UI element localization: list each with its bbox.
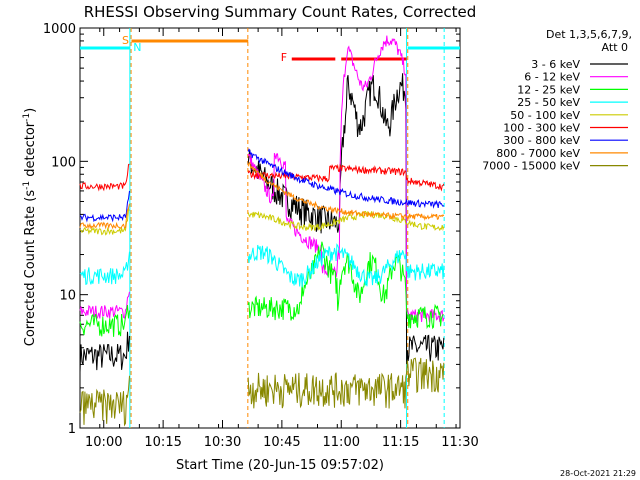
legend-label: 7000 - 15000 keV bbox=[482, 160, 580, 173]
plot-area: 10:00 10:15 10:30 10:45 11:00 11:15 11:30 1 10 10… bbox=[43, 22, 479, 450]
series-line-segment1 bbox=[79, 304, 130, 337]
series-line-segment1 bbox=[79, 208, 130, 236]
x-tick-label: 11:30 bbox=[441, 435, 478, 450]
series-line-segment2 bbox=[247, 241, 444, 330]
x-tick-label: 10:45 bbox=[263, 435, 300, 450]
series-line-segment2 bbox=[247, 210, 445, 232]
series-line-segment2 bbox=[247, 161, 445, 221]
legend-label: 6 - 12 keV bbox=[524, 71, 580, 84]
annotation-n: N bbox=[133, 41, 141, 54]
y-label-mid: detector bbox=[23, 121, 38, 181]
legend-label: 800 - 7000 keV bbox=[496, 147, 580, 160]
y-tick-label: 1000 bbox=[43, 22, 76, 37]
series-line-segment2 bbox=[247, 148, 445, 209]
plot-frame bbox=[79, 27, 461, 429]
x-tick-label: 11:00 bbox=[323, 435, 360, 450]
legend-label: 25 - 50 keV bbox=[517, 96, 580, 109]
series-line-segment1 bbox=[79, 190, 130, 223]
legend-header-line-1: Det 1,3,5,6,7,9, bbox=[546, 28, 632, 41]
y-tick-label: 100 bbox=[51, 155, 76, 170]
series-line-segment1 bbox=[79, 331, 130, 373]
x-axis-label: Start Time (20-Jun-15 09:57:02) bbox=[176, 458, 384, 473]
y-label-main: Corrected Count Rate (s bbox=[23, 190, 38, 347]
y-label-sup2: -1 bbox=[22, 113, 32, 122]
legend-label: 100 - 300 keV bbox=[503, 122, 580, 135]
y-label-sup1: -1 bbox=[22, 181, 32, 190]
chart-title: RHESSI Observing Summary Count Rates, Co… bbox=[84, 3, 477, 21]
legend-label: 300 - 800 keV bbox=[503, 134, 580, 147]
x-tick-label: 10:00 bbox=[85, 435, 122, 450]
series-line-segment2 bbox=[247, 35, 445, 323]
legend-label: 3 - 6 keV bbox=[531, 58, 580, 71]
series-line-segment2 bbox=[247, 243, 445, 288]
annotation-f: F bbox=[281, 51, 287, 64]
y-axis-label: Corrected Count Rate (s-1 detector-1) bbox=[22, 108, 38, 346]
legend-label: 50 - 100 keV bbox=[510, 109, 580, 122]
x-tick-label: 10:30 bbox=[204, 435, 241, 450]
x-tick-label: 10:15 bbox=[144, 435, 181, 450]
y-tick-label: 1 bbox=[68, 422, 76, 437]
legend-label: 12 - 25 keV bbox=[517, 83, 580, 96]
series-line-segment2 bbox=[247, 357, 445, 409]
annotation-s: S bbox=[122, 34, 129, 47]
footer-date: 28-Oct-2021 21:29 bbox=[560, 469, 636, 478]
series-line-segment2 bbox=[247, 73, 445, 365]
y-tick-label: 10 bbox=[59, 289, 76, 304]
series-line-segment1 bbox=[79, 203, 130, 230]
series-line-segment1 bbox=[79, 163, 130, 192]
series-line-segment2 bbox=[247, 163, 445, 192]
legend-header-line-2: Att 0 bbox=[602, 41, 628, 54]
series-line-segment1 bbox=[79, 251, 130, 286]
series-line-segment1 bbox=[79, 291, 130, 321]
series-line-segment1 bbox=[79, 375, 130, 427]
y-label-end: ) bbox=[23, 108, 38, 113]
x-tick-label: 11:15 bbox=[382, 435, 419, 450]
